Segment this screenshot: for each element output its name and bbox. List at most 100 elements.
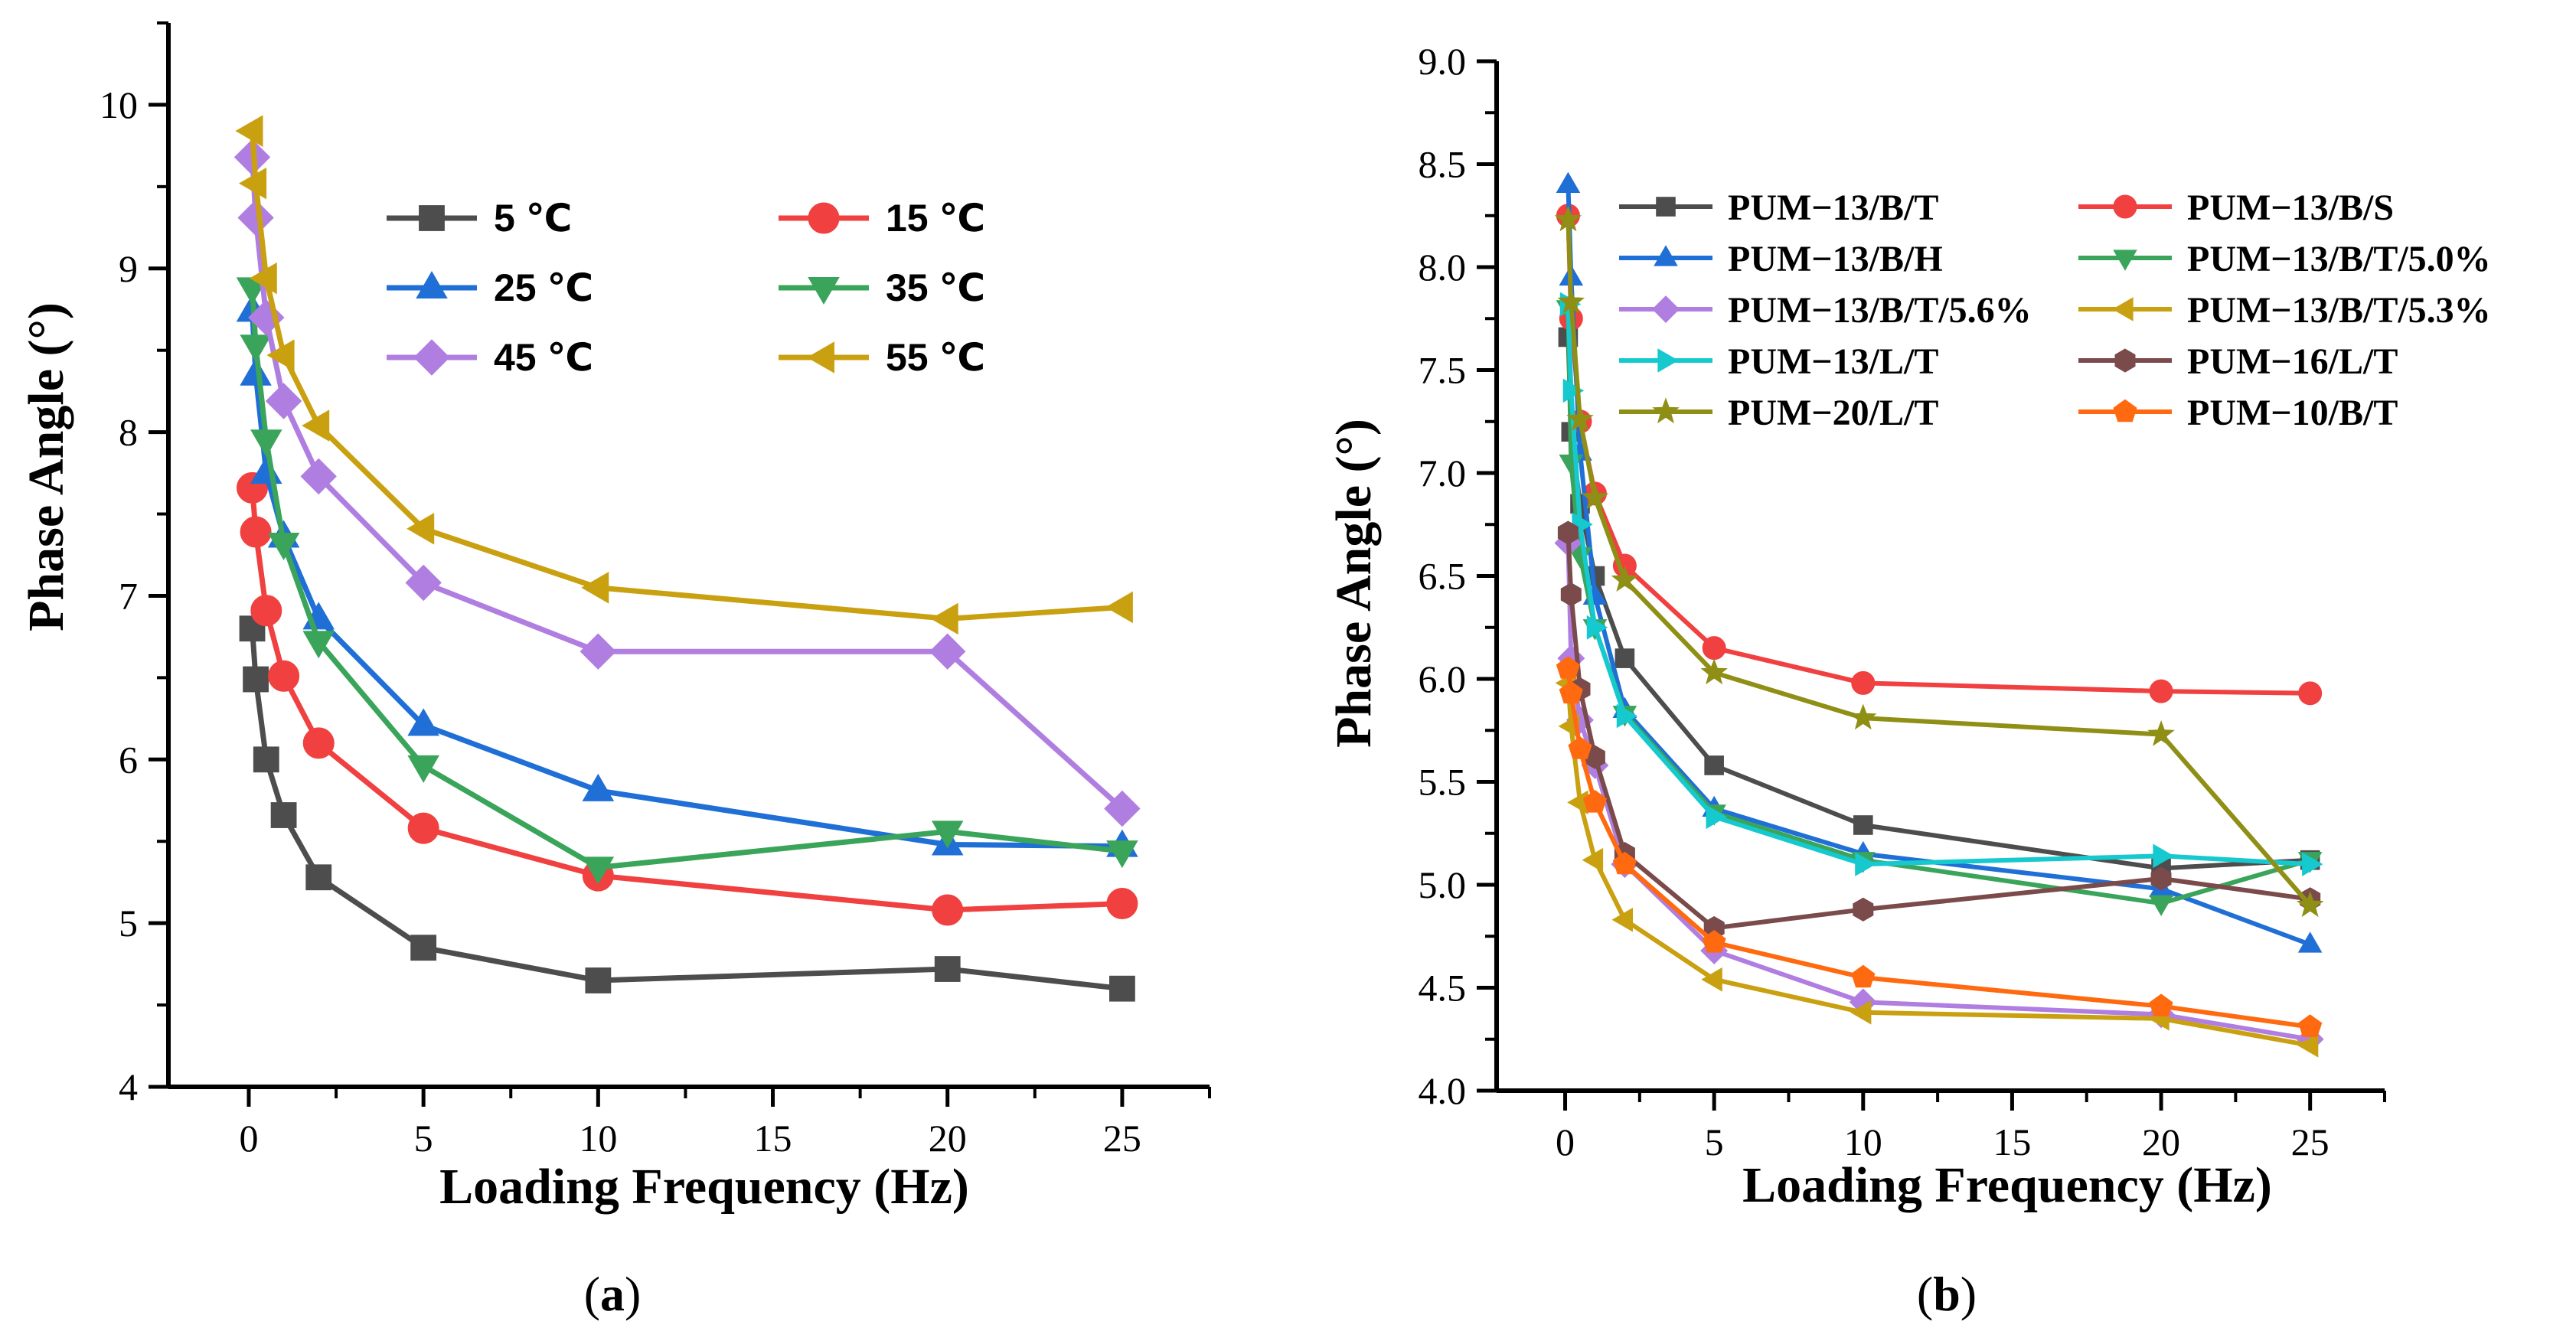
panel-b-data-point [2297, 931, 2323, 953]
panel-a-data-point [239, 167, 267, 200]
panel-a-y-tick-label: 7 [119, 574, 138, 617]
panel-b-legend: PUM−13/B/T PUM−13/B/S PUM−13/B/H PUM−13/B/T… [1619, 188, 2491, 433]
panel-b-x-tick-label: 10 [1844, 1121, 1882, 1163]
panel-b-data-point [1568, 736, 1592, 759]
panel-a-legend-entry: 25 ℃ [387, 266, 593, 309]
panel-a-data-point [1104, 790, 1141, 827]
panel-b-data-point [1582, 789, 1607, 813]
panel-a-y-tick-label: 8 [119, 411, 138, 454]
panel-a-y-tick-label: 5 [119, 902, 138, 944]
panel-b-y-tick-label: 8.0 [1419, 246, 1467, 289]
panel-a-data-point [1109, 975, 1135, 1002]
panel-a-data-point [237, 199, 274, 237]
panel-a-data-point [268, 660, 300, 692]
panel-a-data-point [405, 564, 442, 602]
panel-b-data-point [1560, 582, 1582, 607]
panel-b-data-point [2150, 866, 2172, 891]
panel-b-data-point [1611, 907, 1633, 932]
panel-a-data-point [580, 633, 617, 670]
panel-a-legend: 5 ℃ 15 ℃ 25 ℃ 35 ℃ 45 ℃ 55 ℃ [387, 197, 985, 379]
panel-a-legend-label: 15 ℃ [886, 197, 985, 240]
panel-b-legend-label: PUM−16/L/T [2187, 341, 2398, 382]
panel-a-data-point [240, 516, 272, 548]
panel-a-series-line [250, 130, 1123, 621]
panel-a-legend-marker [808, 202, 840, 234]
panel-a-label-letter: a [600, 1267, 625, 1321]
panel-b-series-line [1566, 215, 2310, 696]
panel-b-data-point [1586, 615, 1608, 640]
panel-b-legend-entry: PUM−13/L/T [1619, 341, 1938, 382]
panel-a-data-point [582, 856, 615, 885]
panel-b-legend-label: PUM−13/B/H [1728, 239, 1943, 279]
panel-b-data-point [1581, 483, 1609, 510]
panel-a-data-point [931, 820, 964, 849]
panel-b-legend-label: PUM−13/B/T/5.0% [2187, 239, 2491, 279]
panel-b-legend-entry: PUM−13/B/T/5.0% [2078, 239, 2491, 279]
panel-a-legend-entry: 45 ℃ [387, 336, 593, 379]
panel-b-data-point [1853, 815, 1873, 835]
panel-b-legend-label: PUM−13/L/T [1728, 341, 1938, 382]
panel-b-x-tick-label: 5 [1705, 1121, 1724, 1163]
panel-b-data-point [1850, 1000, 1872, 1025]
panel-a-legend-entry: 55 ℃ [779, 336, 985, 379]
panel-b-data-point [1851, 964, 1876, 988]
panel-b-data-point [1850, 703, 1877, 730]
panel-a-series-line [250, 288, 1123, 870]
panel-a-y-axis-title: Phase Angle (°) [18, 302, 74, 631]
panel-a-series-5 [233, 139, 1141, 827]
panel-b-data-point [1554, 205, 1582, 232]
panel-a-data-point [249, 262, 277, 295]
panel-b-legend-entry: PUM−13/B/H [1619, 239, 1943, 279]
panel-b-legend-label: PUM−10/B/T [2187, 393, 2398, 433]
panel-a-series-6 [235, 115, 1133, 635]
panel-b-data-point [1616, 703, 1638, 729]
panel-b-data-point [1855, 852, 1876, 876]
panel-b-data-point [2296, 891, 2324, 918]
panel-b-series-10 [1556, 656, 2323, 1037]
panel-b-series-9 [1554, 205, 2324, 918]
panel-a-data-point [250, 595, 282, 627]
panel-a-data-point [582, 773, 615, 801]
panel-a-legend-label: 55 ℃ [886, 336, 985, 379]
panel-a-legend-entry: 35 ℃ [779, 266, 985, 309]
panel-b-legend-label: PUM−13/B/T/5.6% [1728, 290, 2032, 331]
panel-b-data-point [1556, 171, 1581, 193]
panel-b-legend-marker [1652, 397, 1680, 424]
panel-b-data-point [1704, 755, 1724, 775]
panel-a-series-3 [236, 294, 1138, 857]
panel-b-data-point [1557, 288, 1585, 314]
panel-a-x-tick-label: 20 [929, 1117, 967, 1160]
panel-a-x-tick-label: 25 [1103, 1117, 1141, 1160]
panel-b-legend-marker [2112, 297, 2134, 321]
panel-b-legend-marker [2113, 399, 2137, 422]
panel-b-x-tick-label: 20 [2142, 1121, 2180, 1163]
panel-b-data-point [2153, 843, 2174, 869]
panel-a-label-close: ) [625, 1267, 641, 1321]
panel-b-data-point [1582, 847, 1604, 873]
panel-a-data-point [265, 383, 302, 419]
panel-b-legend-marker [2113, 194, 2137, 219]
panel-a: 4 5 6 7 8 9 10 0 5 10 15 20 25 5 ℃ 15 ℃ 25 ℃ 35 ℃ 45 ℃ 55… [18, 21, 1211, 1321]
panel-a-label-open: ( [584, 1267, 600, 1321]
panel-b-series-8 [1557, 520, 2321, 941]
panel-a-data-point [1105, 591, 1133, 624]
panel-b-legend-label: PUM−13/B/S [2187, 188, 2394, 228]
panel-a-y-tick-label: 10 [100, 83, 138, 126]
panel-b-y-tick-label: 6.0 [1419, 657, 1467, 700]
panel-b-data-point [1611, 566, 1639, 592]
panel-a-data-point [407, 708, 439, 736]
panel-b-legend-entry: PUM−10/B/T [2078, 393, 2398, 433]
panel-b-data-point [1700, 658, 1728, 685]
panel-b-legend-entry: PUM−16/L/T [2078, 341, 2398, 382]
panel-a-data-point [932, 894, 964, 926]
panel-a-series-line [250, 157, 1125, 811]
panel-b-data-point [2149, 895, 2173, 917]
panel-b-data-point [1559, 680, 1583, 704]
panel-b-y-tick-label: 4.0 [1419, 1069, 1467, 1112]
panel-a-x-tick-label: 10 [579, 1117, 617, 1160]
panel-a-label: (a) [584, 1267, 642, 1321]
panel-b-data-point [1702, 929, 1726, 953]
panel-a-data-point [240, 357, 272, 386]
panel-b-y-tick-label: 4.5 [1419, 967, 1467, 1010]
